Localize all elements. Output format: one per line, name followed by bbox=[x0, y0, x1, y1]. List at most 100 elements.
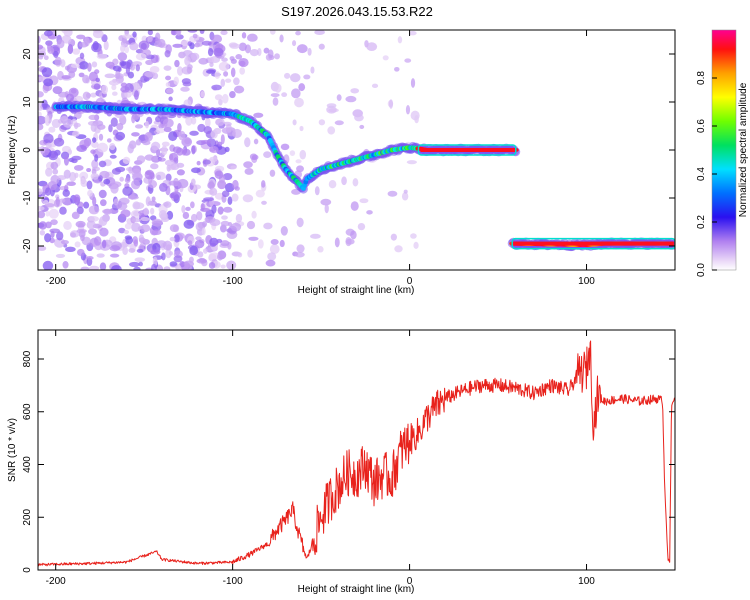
noise-blob bbox=[45, 142, 52, 149]
noise-blob bbox=[90, 92, 97, 98]
noise-blob bbox=[165, 248, 172, 259]
noise-blob bbox=[263, 222, 273, 230]
noise-blob bbox=[216, 238, 223, 243]
noise-blob bbox=[310, 66, 315, 74]
noise-blob bbox=[75, 220, 86, 228]
noise-blob bbox=[38, 91, 44, 98]
noise-blob bbox=[196, 211, 203, 221]
noise-blob bbox=[138, 40, 150, 51]
noise-blob bbox=[274, 53, 280, 60]
noise-blob bbox=[280, 143, 290, 151]
snr-ytick-label: 600 bbox=[22, 403, 33, 420]
noise-blob bbox=[78, 61, 89, 70]
noise-blob bbox=[45, 167, 53, 177]
noise-blob bbox=[274, 83, 282, 93]
noise-blob bbox=[203, 126, 212, 135]
noise-blob bbox=[198, 57, 209, 65]
noise-blob bbox=[131, 114, 136, 124]
noise-blob bbox=[138, 237, 146, 243]
noise-blob bbox=[230, 222, 242, 232]
noise-blob bbox=[122, 156, 131, 165]
noise-blob bbox=[119, 60, 127, 67]
noise-blob bbox=[182, 81, 192, 87]
noise-blob bbox=[206, 69, 216, 74]
noise-blob bbox=[200, 202, 205, 212]
noise-blob bbox=[223, 206, 233, 213]
noise-blob bbox=[326, 103, 337, 109]
noise-blob bbox=[267, 252, 277, 261]
noise-blob bbox=[147, 30, 153, 36]
noise-blob bbox=[179, 261, 185, 268]
noise-blob bbox=[125, 236, 133, 245]
noise-blob bbox=[173, 76, 179, 86]
noise-blob bbox=[38, 44, 44, 50]
noise-blob bbox=[76, 228, 87, 234]
noise-blob bbox=[182, 49, 193, 57]
noise-blob bbox=[414, 115, 419, 124]
noise-blob bbox=[233, 85, 245, 94]
noise-blob bbox=[192, 184, 202, 190]
noise-blob bbox=[220, 264, 226, 269]
colorbar-tick-label: 0.2 bbox=[696, 215, 707, 229]
noise-blob bbox=[261, 200, 267, 205]
noise-blob bbox=[168, 251, 174, 256]
noise-blob bbox=[165, 75, 172, 81]
noise-blob bbox=[74, 172, 79, 179]
noise-blob bbox=[144, 71, 156, 78]
noise-blob bbox=[345, 95, 357, 103]
noise-blob bbox=[132, 82, 140, 90]
noise-blob bbox=[124, 45, 130, 54]
colorbar: 0.0 0.2 0.4 0.6 0.8 Normalized spectral ampl… bbox=[696, 29, 749, 277]
noise-blob bbox=[289, 150, 296, 156]
noise-blob bbox=[169, 236, 176, 242]
noise-blob bbox=[72, 48, 81, 55]
spectrogram-xtick-label: 0 bbox=[407, 276, 413, 287]
noise-blob bbox=[99, 227, 109, 237]
noise-blob bbox=[222, 173, 233, 181]
noise-blob bbox=[190, 201, 195, 209]
snr-series-line bbox=[38, 340, 675, 567]
noise-blob bbox=[120, 209, 131, 218]
noise-blob bbox=[359, 198, 369, 204]
noise-blob bbox=[197, 251, 204, 258]
noise-blob bbox=[98, 160, 107, 168]
noise-blob bbox=[158, 182, 168, 192]
snr-ylabel: SNR (10 * v/v) bbox=[7, 418, 18, 482]
noise-blob bbox=[38, 205, 45, 211]
noise-blob bbox=[235, 213, 243, 223]
noise-blob bbox=[109, 154, 117, 159]
noise-blob bbox=[86, 256, 94, 261]
noise-blob bbox=[192, 33, 198, 39]
noise-blob bbox=[56, 39, 65, 49]
noise-blob bbox=[178, 130, 186, 141]
colorbar-tick-label: 0.8 bbox=[696, 71, 707, 85]
noise-blob bbox=[403, 189, 408, 194]
noise-blob bbox=[279, 34, 284, 43]
noise-blob bbox=[359, 124, 365, 129]
noise-blob bbox=[296, 44, 308, 54]
noise-blob bbox=[199, 30, 205, 34]
noise-blob bbox=[44, 233, 52, 243]
noise-blob bbox=[341, 176, 347, 186]
noise-blob bbox=[233, 77, 240, 86]
noise-blob bbox=[56, 231, 64, 241]
noise-blob bbox=[162, 118, 174, 128]
noise-blob bbox=[124, 177, 131, 183]
noise-blob bbox=[298, 83, 306, 92]
noise-blob bbox=[251, 210, 257, 219]
noise-blob bbox=[90, 149, 96, 154]
noise-blob bbox=[155, 116, 162, 123]
noise-blob bbox=[98, 189, 107, 199]
noise-blob bbox=[247, 249, 253, 258]
noise-blob bbox=[41, 67, 53, 78]
noise-blob bbox=[246, 220, 256, 230]
noise-blob bbox=[279, 239, 285, 248]
noise-blob bbox=[83, 201, 90, 209]
noise-blob bbox=[231, 193, 239, 202]
noise-blob bbox=[131, 168, 142, 178]
noise-blob bbox=[182, 211, 190, 220]
colorbar-tick-label: 0.0 bbox=[696, 263, 707, 277]
noise-blob bbox=[163, 201, 172, 208]
noise-blob bbox=[314, 30, 325, 35]
noise-blob bbox=[169, 261, 178, 267]
